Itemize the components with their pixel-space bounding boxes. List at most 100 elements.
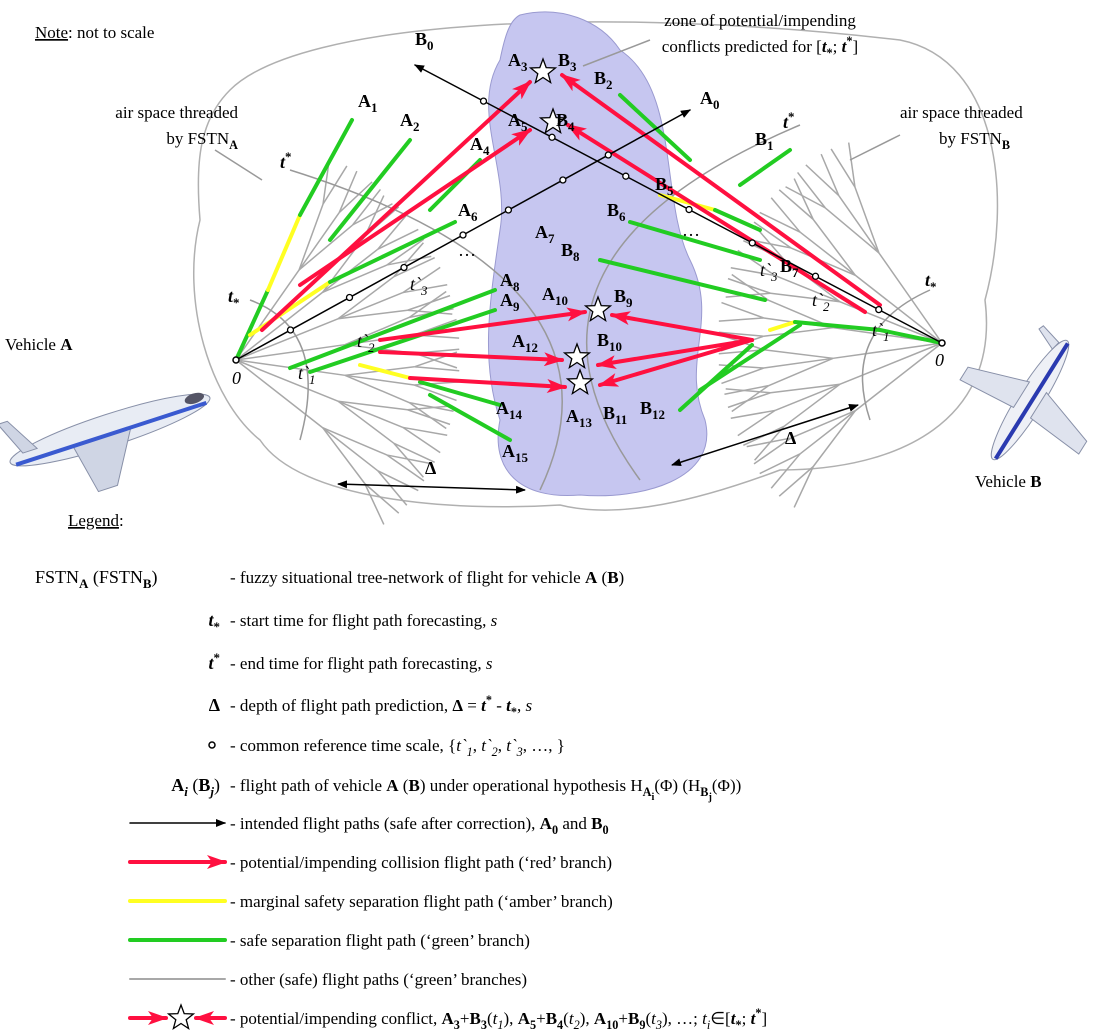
- path-label-part: 1: [309, 372, 315, 387]
- legend-text: - depth of flight path prediction, Δ = t…: [230, 693, 533, 719]
- legend-text: - safe separation flight path (‘green’ b…: [230, 931, 530, 950]
- path-label-part: 2: [823, 299, 830, 314]
- legend-text: - fuzzy situational tree-network of flig…: [230, 568, 624, 587]
- legend-text-part: - intended flight paths (safe after corr…: [230, 814, 540, 833]
- path-label-part: A: [500, 270, 513, 290]
- legend-text-part: Δ: [452, 696, 463, 715]
- legend-text: - potential/impending conflict, A3+B3(t1…: [230, 1006, 767, 1032]
- branch: [365, 484, 399, 514]
- path-label: t`2: [812, 290, 830, 314]
- path-label-part: 6: [619, 209, 626, 224]
- green-branch: [740, 150, 790, 185]
- time-mark: [481, 98, 487, 104]
- legend-text-part: - safe separation flight path (‘green’ b…: [230, 931, 530, 950]
- path-label: B0: [415, 29, 434, 53]
- path-label-part: …: [682, 220, 700, 240]
- branch: [786, 187, 826, 208]
- path-label-part: 12: [525, 340, 538, 355]
- branch: [407, 410, 450, 425]
- legend-text-part: A: [643, 785, 652, 799]
- path-label-part: 10: [609, 339, 622, 354]
- branch: [378, 229, 418, 249]
- legend-text-part: - potential/impending conflict,: [230, 1009, 442, 1028]
- time-mark: [347, 295, 353, 301]
- path-label: A6: [458, 200, 478, 224]
- vehicle-label-part: B: [1030, 472, 1041, 491]
- time-mark: [460, 232, 466, 238]
- branch: [378, 471, 418, 491]
- path-label: A1: [358, 91, 377, 115]
- legend-text: - flight path of vehicle A (B) under ope…: [230, 776, 741, 803]
- zone-label-part: ]: [853, 37, 859, 56]
- legend-symbol: FSTNA (FSTNB): [35, 567, 158, 591]
- legend-text-part: B: [628, 1009, 639, 1028]
- path-label-part: 12: [652, 407, 665, 422]
- path-label-part: B: [594, 68, 606, 88]
- branch: [721, 303, 763, 318]
- legend-text: - marginal safety separation flight path…: [230, 892, 613, 911]
- branch: [831, 149, 855, 187]
- zone-label-part: ;: [833, 37, 842, 56]
- path-label-part: 9: [626, 295, 633, 310]
- path-label-part: 6: [471, 209, 478, 224]
- branch: [728, 393, 771, 408]
- branch: [755, 426, 785, 460]
- path-label-part: 2: [413, 119, 419, 134]
- legend-symbol-part: B: [143, 576, 152, 591]
- path-label-part: A: [508, 110, 521, 130]
- legend-text-part: ), …;: [662, 1009, 702, 1028]
- legend-time-mark: [209, 742, 215, 748]
- legend-title-part: :: [119, 511, 124, 530]
- legend-symbol: Δ: [209, 695, 220, 715]
- legend-title: Legend:: [68, 511, 124, 530]
- branch: [779, 190, 813, 220]
- legend-symbol-part: FSTN: [35, 567, 79, 587]
- page: Note: not to scale zone of potential/impe…: [0, 0, 1104, 1035]
- time-mark: [401, 265, 407, 271]
- path-label-part: B: [415, 29, 427, 49]
- path-label: t*: [228, 286, 240, 310]
- path-label-part: Δ: [425, 458, 436, 478]
- branch: [849, 143, 855, 188]
- path-label-part: 7: [548, 231, 555, 246]
- legend-symbol: t*: [209, 610, 221, 634]
- path-label-part: t`: [872, 320, 883, 340]
- conflict-star: [169, 1005, 194, 1029]
- legend-text-part: A: [518, 1009, 531, 1028]
- time-mark: [749, 240, 755, 246]
- legend-text-part: (Φ)): [712, 776, 741, 795]
- path-label-part: A: [566, 406, 579, 426]
- legend-text-part: B: [607, 568, 618, 587]
- legend-text-part: ,: [517, 696, 526, 715]
- path-label-part: 7: [792, 265, 799, 280]
- path-label: t*: [280, 149, 292, 172]
- legend-symbol-part: B: [198, 775, 210, 795]
- path-label-part: 1: [371, 100, 377, 115]
- legend-text-part: H: [630, 776, 642, 795]
- path-label: t*: [925, 270, 937, 294]
- legend-text-part: ),: [504, 1009, 518, 1028]
- legend-text-part: 3: [516, 745, 523, 759]
- zone-label-part: zone of potential/impending: [664, 11, 856, 30]
- path-label-part: *: [930, 279, 936, 294]
- legend-symbol-part: Δ: [209, 695, 220, 715]
- note: Note: not to scale: [35, 23, 154, 42]
- legend-text-part: and: [558, 814, 591, 833]
- legend-text-part: (Φ) (: [654, 776, 688, 795]
- path-label-part: *: [233, 295, 239, 310]
- legend-symbol-part: ): [152, 567, 158, 588]
- legend-text-part: - start time for flight path forecasting…: [230, 611, 491, 630]
- legend-text-part: +: [460, 1009, 470, 1028]
- path-label-part: B: [607, 200, 619, 220]
- legend-symbol: t*: [209, 650, 221, 673]
- path-label: 0: [232, 368, 241, 388]
- legend-text-part: , …, }: [523, 736, 565, 755]
- branch: [414, 367, 459, 371]
- time-mark: [876, 307, 882, 313]
- zone-label-part: conflicts predicted for [: [662, 37, 822, 56]
- vehicle-label-part: Vehicle: [5, 335, 60, 354]
- path-label-part: …: [458, 240, 476, 260]
- legend-text-part: - flight path of vehicle: [230, 776, 386, 795]
- path-label-part: 8: [513, 279, 520, 294]
- time-mark: [813, 273, 819, 279]
